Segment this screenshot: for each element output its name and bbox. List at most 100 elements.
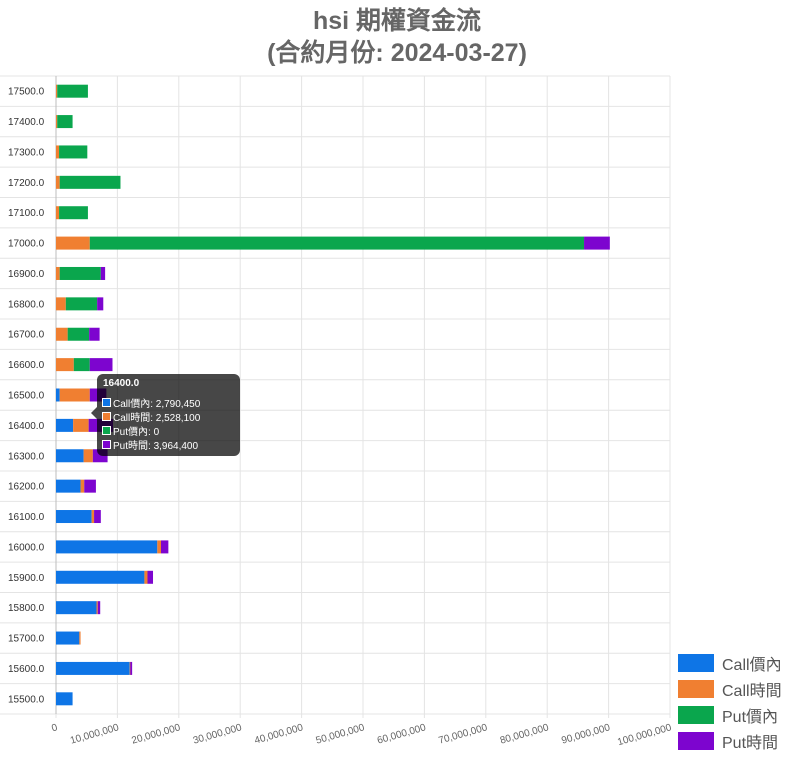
legend-label: Call時間 [722,682,782,700]
bar-0-16300.0 [56,449,84,463]
bar-0-16000.0 [56,540,158,554]
bar-1-16500.0 [59,388,90,402]
bar-3-15800.0 [97,601,101,615]
bar-3-16900.0 [100,266,106,280]
tooltip-text: Call時間: 2,528,100 [113,413,201,424]
y-tick-label: 16200.0 [8,482,45,493]
y-tick-label: 16600.0 [8,360,45,371]
bar-3-15600.0 [130,661,133,675]
tooltip-title: 16400.0 [103,378,140,389]
bar-1-16800.0 [56,297,66,311]
bar-0-16500.0 [56,388,60,402]
bar-0-16100.0 [56,510,92,524]
y-tick-label: 17300.0 [8,147,45,158]
bar-2-17300.0 [59,145,88,159]
bar-1-16400.0 [73,418,89,432]
y-tick-label: 16700.0 [8,330,45,341]
bar-1-17300.0 [56,145,60,159]
x-tick-label: 40,000,000 [253,722,305,746]
tooltip-row: Put時間: 3,964,400 [102,437,198,452]
bar-1-16300.0 [83,449,93,463]
bar-1-15600.0 [129,661,131,675]
bar-2-17400.0 [57,115,73,129]
tooltip: 16400.0 Call價內: 2,790,450 Call時間: 2,528,1… [91,374,240,456]
legend-swatch [678,679,714,698]
bar-2-17000.0 [89,236,585,250]
x-tick-label: 80,000,000 [499,722,551,746]
y-tick-label: 16500.0 [8,391,45,402]
bar-3-16800.0 [97,297,104,311]
legend-label: Call價內 [722,656,782,674]
bar-1-17000.0 [56,236,90,250]
x-tick-label: 90,000,000 [560,722,612,746]
x-tick-label: 50,000,000 [315,722,367,746]
y-tick-label: 15900.0 [8,573,45,584]
y-tick-label: 15600.0 [8,664,45,675]
y-tick-label: 17200.0 [8,178,45,189]
legend-label: Put價內 [722,708,779,726]
x-tick-label: 20,000,000 [130,722,182,746]
tooltip-swatch [102,426,111,435]
y-tick-label: 17000.0 [8,239,45,250]
tooltip-row: Put價內: 0 [102,423,159,438]
bar-3-16000.0 [160,540,169,554]
bar-2-17100.0 [59,206,88,220]
legend-item[interactable]: Call價內 [678,650,782,675]
bar-0-15500.0 [56,692,73,706]
y-tick-label: 16400.0 [8,421,45,432]
bar-3-16700.0 [89,327,100,341]
bar-2-17500.0 [57,84,88,98]
legend-swatch [678,731,714,750]
bar-1-15700.0 [79,631,81,645]
bar-3-16200.0 [84,479,96,493]
tooltip-swatch [102,440,111,449]
bar-1-16700.0 [56,327,68,341]
legend-swatch [678,653,714,672]
bar-1-16100.0 [91,510,95,524]
bar-0-15800.0 [56,601,97,615]
bar-2-16700.0 [67,327,90,341]
x-tick-label: 60,000,000 [376,722,428,746]
bar-0-15700.0 [56,631,80,645]
bar-3-16100.0 [94,510,101,524]
bar-2-16600.0 [73,358,90,372]
y-tick-label: 17100.0 [8,208,45,219]
legend-item[interactable]: Put價內 [678,702,782,727]
y-tick-label: 15800.0 [8,603,45,614]
bar-1-16000.0 [157,540,161,554]
x-tick-label: 10,000,000 [69,722,121,746]
bar-1-16600.0 [56,358,74,372]
bar-0-16400.0 [56,418,74,432]
tooltip-text: Call價內: 2,790,450 [113,399,201,410]
legend-item[interactable]: Call時間 [678,676,782,701]
x-tick-label: 70,000,000 [437,722,489,746]
x-tick-label: 30,000,000 [192,722,244,746]
bar-2-17200.0 [59,175,121,189]
legend: Call價內 Call時間 Put價內 Put時間 [678,650,782,754]
bar-2-16800.0 [65,297,98,311]
tooltip-swatch [102,412,111,421]
x-tick-label: 100,000,000 [616,722,673,748]
y-tick-label: 16900.0 [8,269,45,280]
bar-3-16600.0 [89,358,113,372]
y-tick-label: 16800.0 [8,299,45,310]
bar-0-15900.0 [56,570,145,584]
bar-3-15900.0 [147,570,154,584]
y-tick-label: 16000.0 [8,542,45,553]
bar-0-15600.0 [56,661,130,675]
y-tick-label: 16300.0 [8,451,45,462]
y-tick-label: 17400.0 [8,117,45,128]
y-tick-label: 16100.0 [8,512,45,523]
bar-1-15900.0 [144,570,148,584]
bar-1-17200.0 [56,175,60,189]
bar-1-17100.0 [56,206,60,220]
tooltip-row: Call價內: 2,790,450 [102,395,200,410]
bar-1-16200.0 [80,479,85,493]
legend-item[interactable]: Put時間 [678,728,782,753]
bar-0-16200.0 [56,479,81,493]
legend-swatch [678,705,714,724]
tooltip-row: Call時間: 2,528,100 [102,409,200,424]
tooltip-text: Put時間: 3,964,400 [113,441,199,452]
bar-1-15800.0 [96,601,98,615]
bar-1-17500.0 [56,84,58,98]
